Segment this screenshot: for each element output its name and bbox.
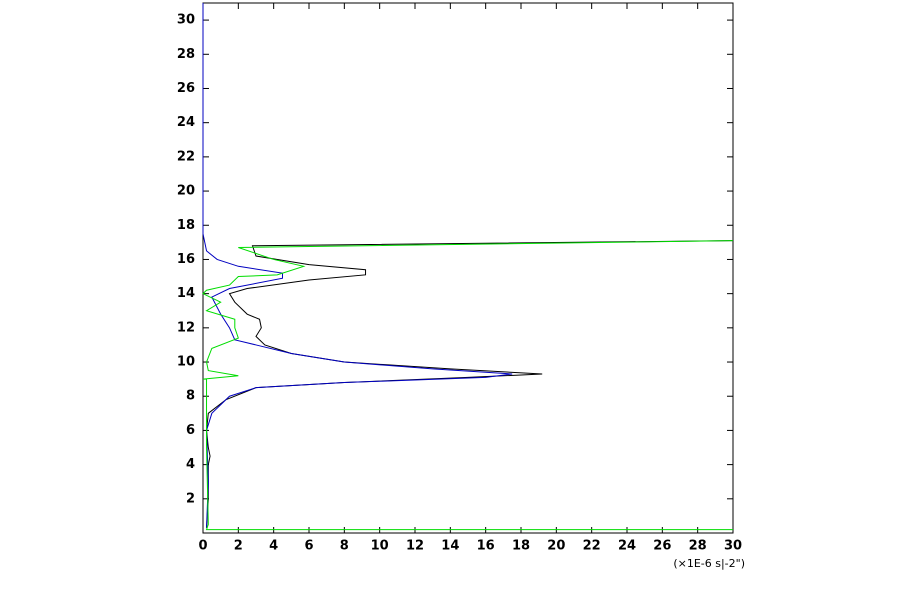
x-tick-label: 12 <box>406 539 424 554</box>
x-tick-label: 2 <box>234 539 243 554</box>
y-tick-label: 12 <box>177 320 195 335</box>
x-tick-label: 8 <box>340 539 349 554</box>
x-tick-label: 22 <box>583 539 601 554</box>
x-tick-label: 20 <box>547 539 565 554</box>
x-tick-label: 14 <box>441 539 459 554</box>
profile-line <box>202 3 513 528</box>
profile-line <box>202 240 734 531</box>
y-tick-label: 30 <box>177 13 195 28</box>
x-unit-label: (×1E-6 s|-2") <box>673 557 745 570</box>
y-tick-label: 8 <box>186 389 195 404</box>
x-tick-label: 28 <box>689 539 707 554</box>
x-tick-label: 26 <box>653 539 671 554</box>
y-tick-label: 14 <box>177 286 195 301</box>
x-tick-label: 16 <box>477 539 495 554</box>
x-tick-label: 6 <box>304 539 313 554</box>
y-tick-label: 20 <box>177 184 195 199</box>
y-tick-label: 10 <box>177 355 195 370</box>
y-tick-label: 26 <box>177 81 195 96</box>
y-tick-label: 2 <box>186 491 195 506</box>
x-tick-label: 24 <box>618 539 636 554</box>
y-tick-label: 18 <box>177 218 195 233</box>
y-tick-label: 6 <box>186 423 195 438</box>
y-tick-label: 28 <box>177 47 195 62</box>
y-tick-label: 16 <box>177 252 195 267</box>
y-tick-label: 22 <box>177 149 195 164</box>
y-tick-label: 4 <box>186 457 195 472</box>
x-tick-label: 10 <box>371 539 389 554</box>
profile-line <box>206 240 734 528</box>
x-tick-label: 4 <box>269 539 278 554</box>
x-tick-label: 30 <box>724 539 742 554</box>
x-tick-label: 0 <box>198 539 207 554</box>
x-tick-label: 18 <box>512 539 530 554</box>
y-tick-label: 24 <box>177 115 195 130</box>
plot-frame <box>202 2 734 534</box>
